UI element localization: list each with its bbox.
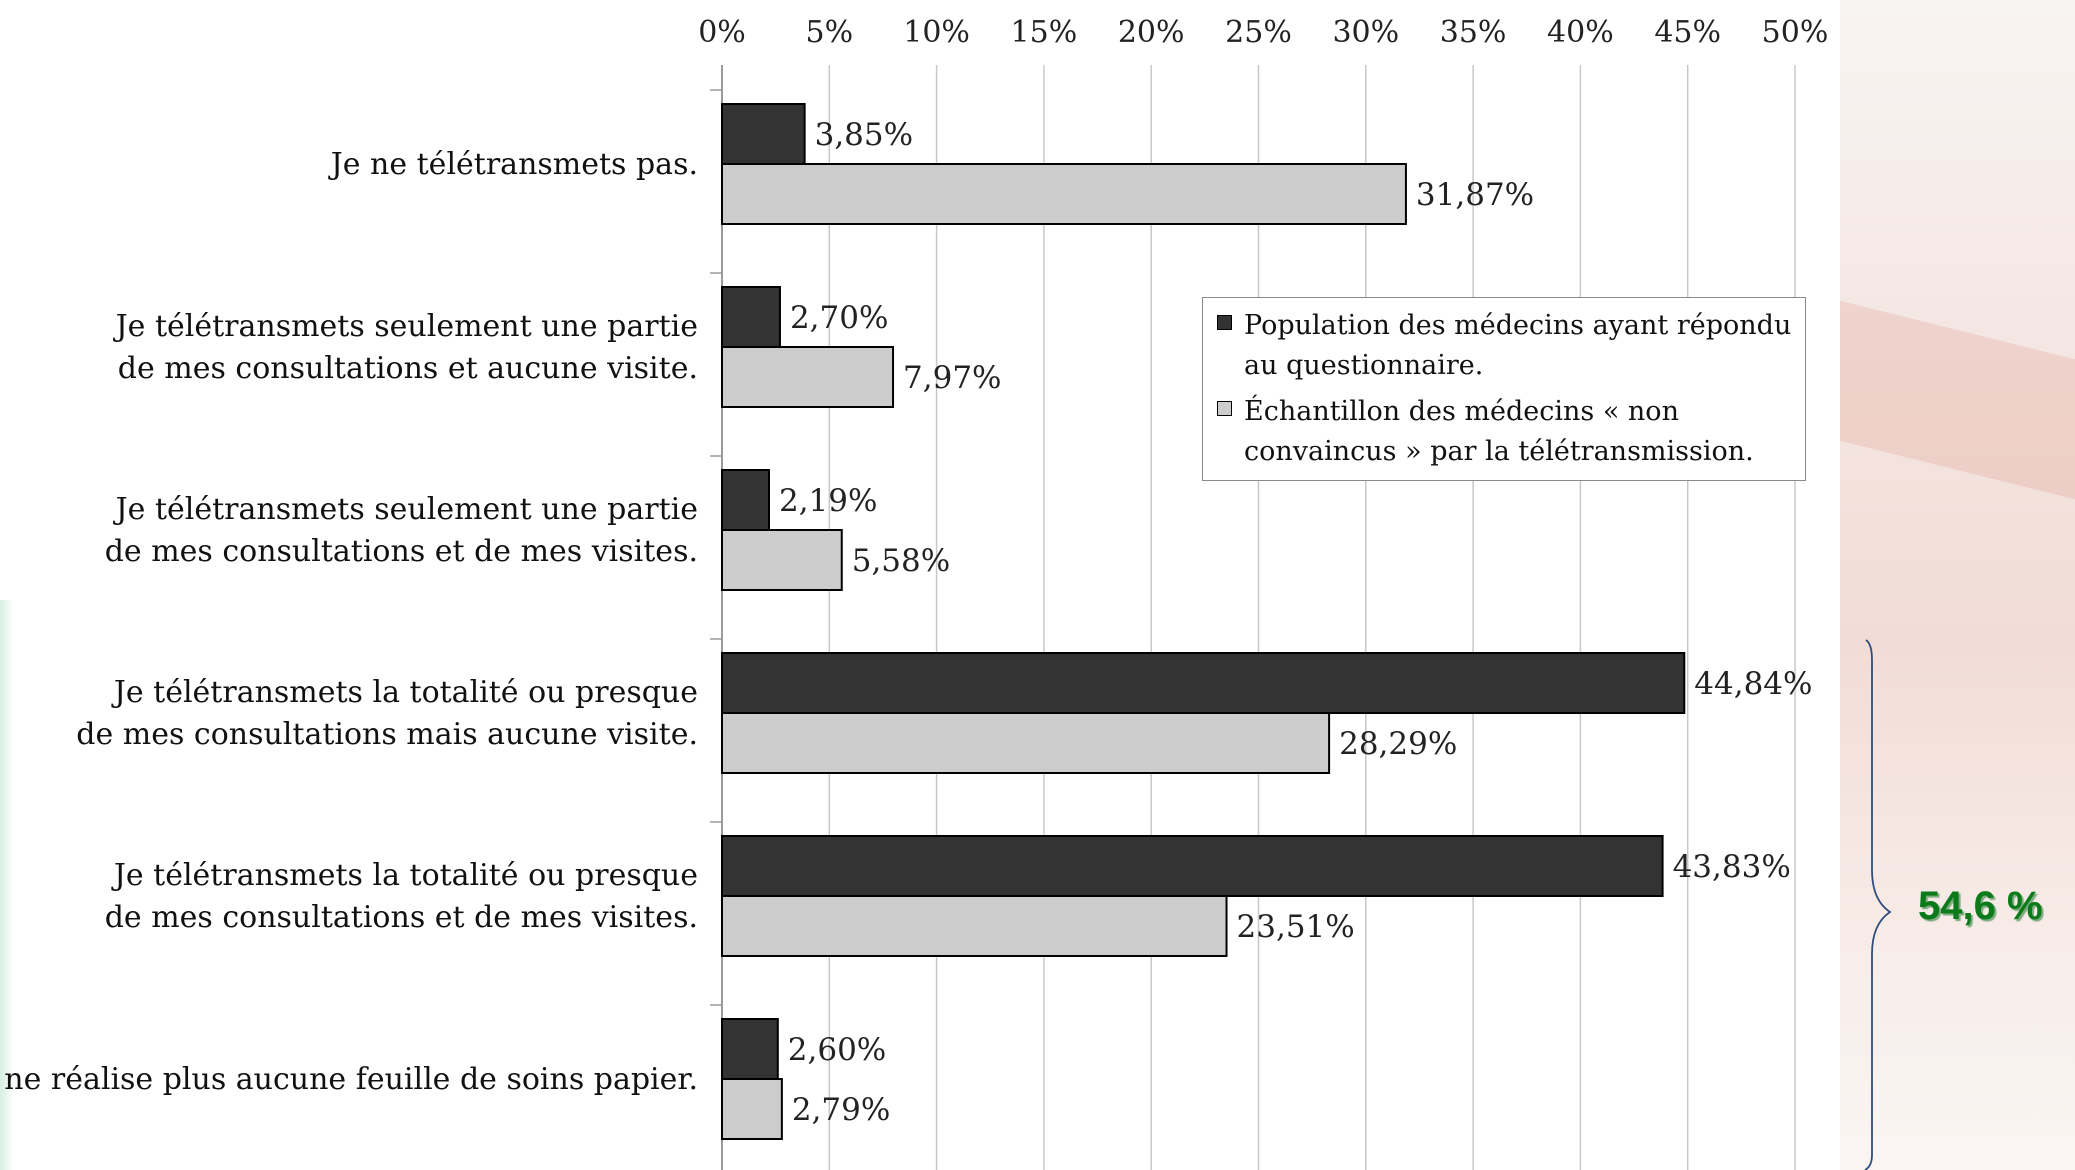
x-tick-label: 50% [1762,15,1829,50]
background-right-image [1840,0,2075,1170]
grid-lines [710,65,1796,1170]
legend-label-echantillon: Échantillon des médecins « non convaincu… [1244,396,1754,467]
x-tick-label: 0% [698,15,746,50]
category-label: de mes consultations et de mes visites. [105,900,698,935]
bar-series0-cat1 [721,286,781,348]
data-label: 2,60% [788,1032,886,1068]
category-label: Je télétransmets la totalité ou presque [111,675,698,710]
category-label: de mes consultations et de mes visites. [105,534,698,569]
category-label: Je ne réalise plus aucune feuille de soi… [0,1062,698,1097]
data-label: 44,84% [1694,666,1812,702]
background-left-tint [0,600,14,1170]
x-tick-label: 25% [1225,15,1292,50]
x-tick-label: 10% [903,15,970,50]
category-label: Je télétransmets seulement une partie [113,309,698,344]
bar-series1-cat3 [721,712,1331,774]
bar-series0-cat5 [721,1018,779,1080]
total-brace [1864,639,1892,1170]
category-label: de mes consultations et aucune visite. [118,351,698,386]
bar-series1-cat1 [721,346,895,408]
data-label: 2,79% [792,1092,890,1128]
bar-series0-cat3 [721,652,1686,714]
bar-series1-cat0 [721,163,1407,225]
category-label: Je télétransmets seulement une partie [113,492,698,527]
x-tick-label: 5% [806,15,854,50]
data-label: 7,97% [903,360,1001,396]
bar-series0-cat0 [721,103,806,165]
category-labels: Je ne télétransmets pas. Je télétransmets… [0,147,698,1097]
data-label: 2,70% [790,300,888,336]
x-tick-label: 15% [1011,15,1078,50]
category-label: Je ne télétransmets pas. [328,147,698,182]
x-tick-labels: 0% 5% 10% 15% 20% 25% 30% 35% 40% 45% 50% [698,15,1828,50]
x-tick-label: 45% [1654,15,1721,50]
x-tick-label: 30% [1332,15,1399,50]
data-label: 3,85% [815,117,913,153]
data-label: 2,19% [779,483,877,519]
data-label: 31,87% [1416,177,1534,213]
x-tick-label: 40% [1547,15,1614,50]
category-label: Je télétransmets la totalité ou presque [111,858,698,893]
legend-label-population: Population des médecins ayant répondu au… [1244,310,1792,381]
category-label: de mes consultations mais aucune visite. [76,717,698,752]
legend-item-population: Population des médecins ayant répondu au… [1217,306,1804,386]
legend: Population des médecins ayant répondu au… [1202,297,1806,481]
bar-series0-cat2 [721,469,770,531]
bars [721,103,1686,1140]
bar-series0-cat4 [721,835,1664,897]
data-labels: 3,85% 31,87% 2,70% 7,97% 2,19% 5,58% 44,84% 28,… [779,117,1812,1128]
data-label: 28,29% [1339,726,1457,762]
legend-item-echantillon: Échantillon des médecins « non convaincu… [1217,392,1804,472]
legend-swatch-population [1217,315,1232,330]
bar-series1-cat2 [721,529,843,591]
bar-series1-cat5 [721,1078,783,1140]
legend-swatch-echantillon [1217,401,1232,416]
bar-series1-cat4 [721,895,1228,957]
data-label: 5,58% [852,543,950,579]
data-label: 43,83% [1673,849,1791,885]
data-label: 23,51% [1237,909,1355,945]
total-annotation-label: 54,6 % [1918,884,2043,928]
x-tick-label: 35% [1440,15,1507,50]
x-tick-label: 20% [1118,15,1185,50]
